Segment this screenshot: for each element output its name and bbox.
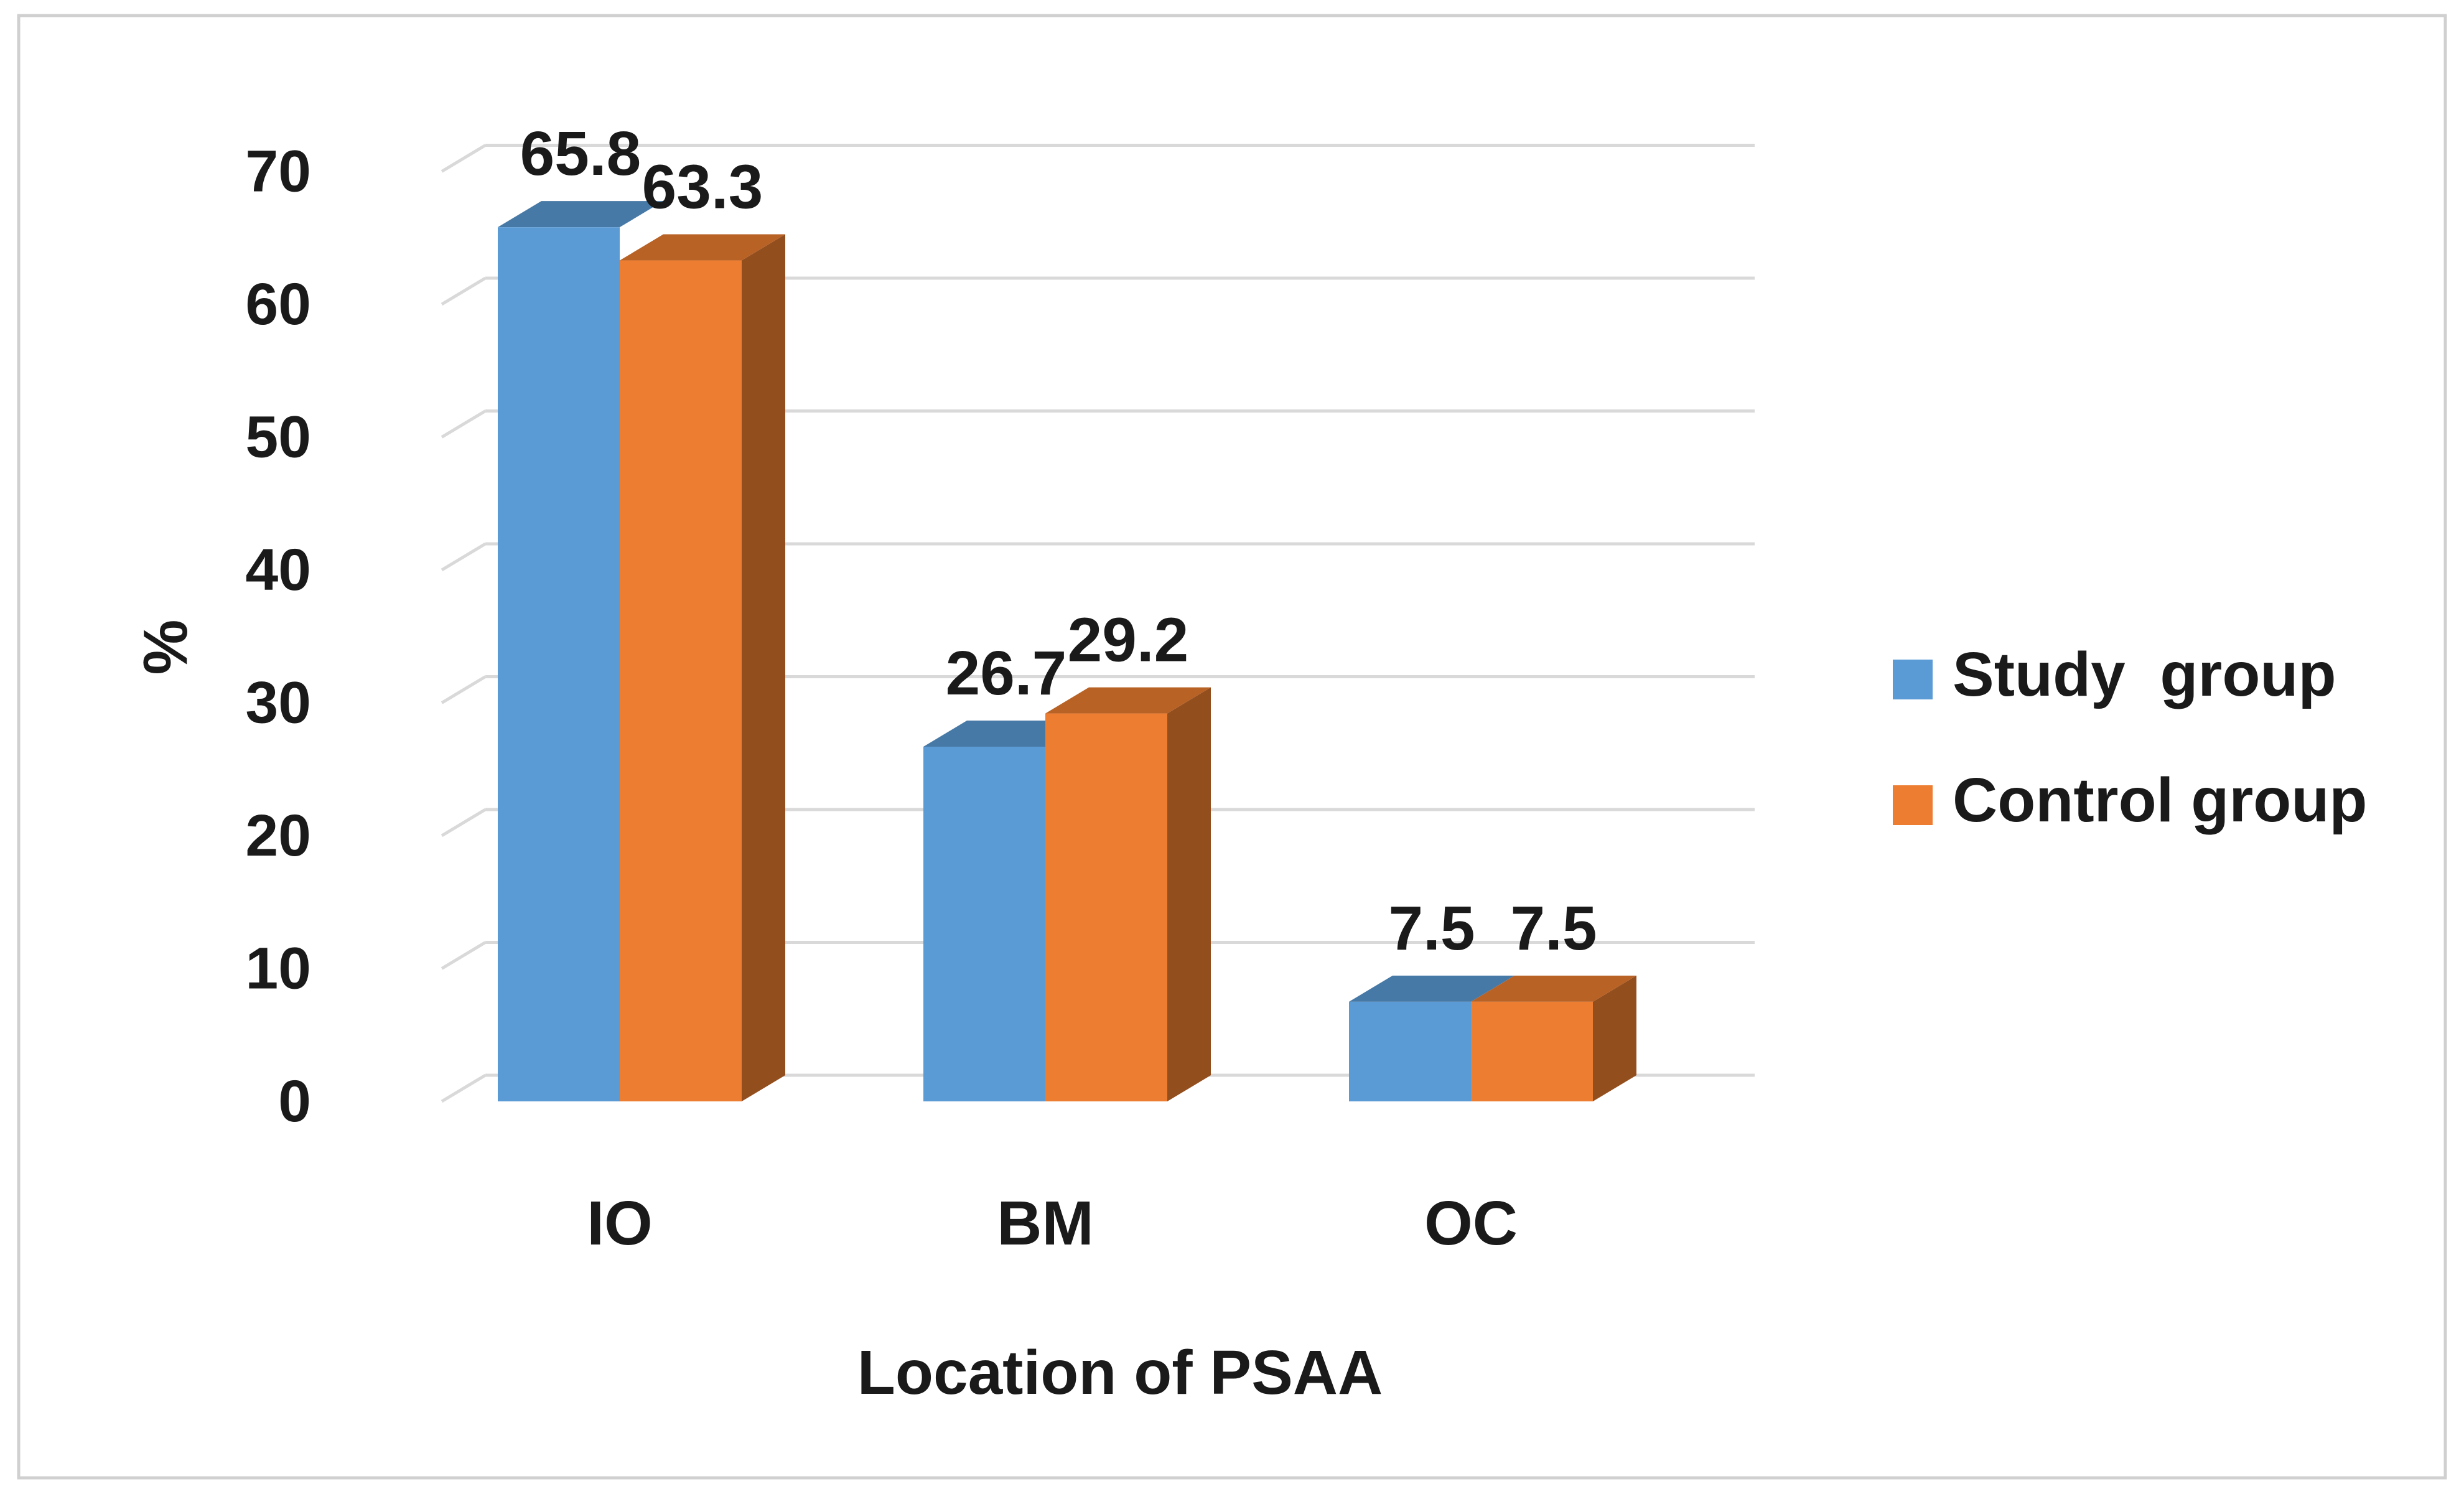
bar — [620, 260, 742, 1101]
y-tick-label: 60 — [245, 271, 311, 337]
bar — [1471, 1001, 1593, 1101]
legend: Study group Control group — [1893, 640, 2368, 835]
y-tick-label: 50 — [245, 404, 311, 470]
x-tick-label: IO — [587, 1188, 653, 1258]
bar-top — [1045, 687, 1211, 714]
data-label: 7.5 — [1510, 894, 1597, 963]
data-label: 7.5 — [1388, 894, 1475, 963]
bar — [1349, 1001, 1471, 1101]
data-label: 29.2 — [1068, 605, 1189, 675]
bar-top — [1471, 975, 1636, 1002]
data-label: 63.3 — [642, 152, 763, 222]
x-axis-categories: IO BM OC — [587, 1188, 1518, 1258]
x-tick-label: BM — [997, 1188, 1094, 1258]
y-tick-label: 70 — [245, 139, 311, 205]
data-label: 65.8 — [520, 119, 642, 189]
data-labels: 65.8 63.3 26.7 29.2 7.5 7.5 — [520, 119, 1597, 963]
gridline-floor — [441, 144, 487, 173]
bar-side — [1167, 687, 1211, 1101]
bar-top — [498, 201, 663, 228]
bar-top — [620, 234, 785, 261]
data-label: 26.7 — [946, 638, 1067, 708]
bars — [498, 201, 1636, 1101]
y-tick-label: 20 — [245, 803, 311, 869]
legend-swatch-control — [1893, 785, 1933, 825]
y-tick-label: 40 — [245, 537, 311, 603]
y-tick-label: 30 — [245, 670, 311, 736]
gridline-floor — [441, 808, 487, 838]
legend-label-control: Control group — [1953, 765, 2368, 835]
gridline-floor — [441, 542, 487, 572]
bar — [1045, 713, 1167, 1101]
gridline-floor — [441, 276, 487, 306]
x-tick-label: OC — [1424, 1188, 1518, 1258]
bar-top — [1349, 975, 1514, 1002]
y-tick-label: 10 — [245, 936, 311, 1002]
bar-side — [742, 234, 785, 1101]
bar — [498, 227, 620, 1101]
gridline-floor — [441, 1073, 487, 1103]
gridline-floor — [441, 675, 487, 704]
legend-swatch-study — [1893, 660, 1933, 699]
chart-frame — [17, 14, 2447, 1480]
gridline-floor — [441, 941, 487, 970]
gridline-floor — [441, 409, 487, 439]
x-axis-title: Location of PSAA — [857, 1338, 1383, 1408]
bar — [923, 746, 1045, 1101]
legend-label-study: Study group — [1953, 640, 2336, 709]
bar-side — [1593, 975, 1636, 1101]
y-axis-ticks: 0 10 20 30 40 50 60 70 — [245, 139, 311, 1135]
y-axis-title: % — [131, 620, 200, 675]
y-tick-label: 0 — [278, 1068, 311, 1134]
